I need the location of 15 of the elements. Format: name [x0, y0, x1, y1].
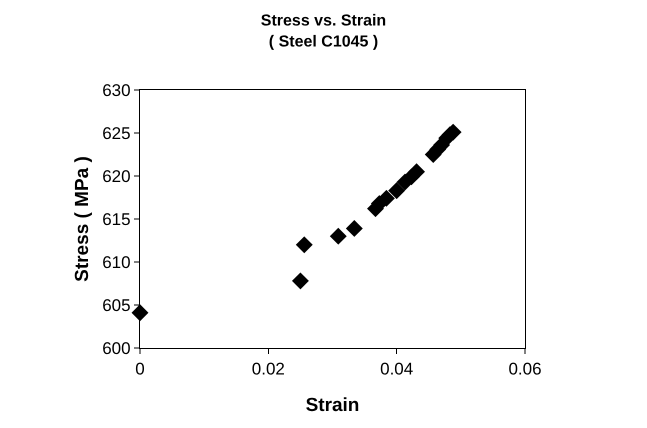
y-tick-label: 625 [102, 124, 131, 143]
y-tick-label: 600 [102, 338, 131, 358]
y-tick-label: 630 [102, 80, 131, 100]
y-tick-label: 620 [102, 166, 131, 186]
chart-title: Stress vs. Strain [260, 12, 386, 30]
x-tick-label: 0.04 [380, 359, 414, 378]
y-tick-label: 615 [102, 210, 131, 229]
x-tick-label: 0 [135, 359, 145, 378]
x-tick-label: 0.02 [252, 359, 285, 378]
y-tick-label: 605 [102, 296, 131, 315]
y-axis-title: Stress ( MPa ) [72, 156, 94, 282]
y-tick-label: 610 [102, 252, 131, 272]
chart-subtitle: ( Steel C1045 ) [268, 33, 378, 50]
x-tick-label: 0.06 [508, 359, 542, 378]
x-axis-title: Strain [306, 395, 360, 416]
